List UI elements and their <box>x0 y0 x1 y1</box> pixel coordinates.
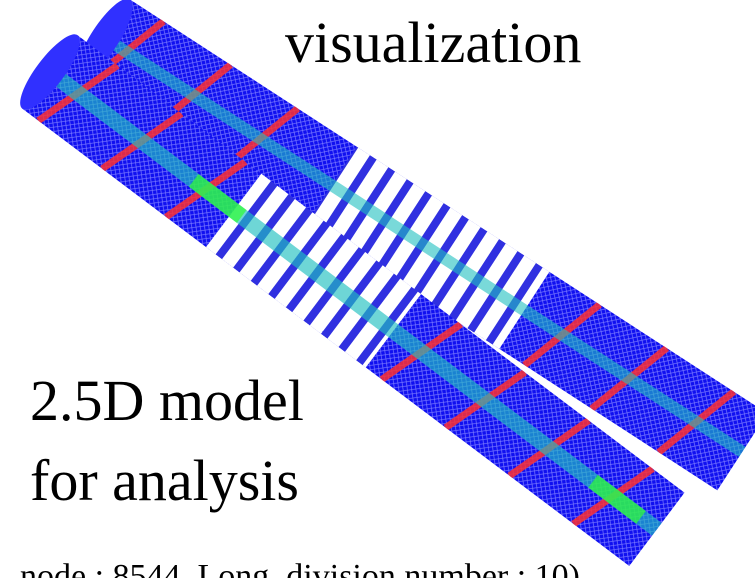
figure: visualization 2.5D model for analysis no… <box>0 0 755 578</box>
model-label: for analysis <box>30 452 299 510</box>
model-label: 2.5D model <box>30 372 304 430</box>
caption: node : 8544, Long. division number : 10) <box>20 560 580 578</box>
top-label: visualization <box>285 14 581 72</box>
